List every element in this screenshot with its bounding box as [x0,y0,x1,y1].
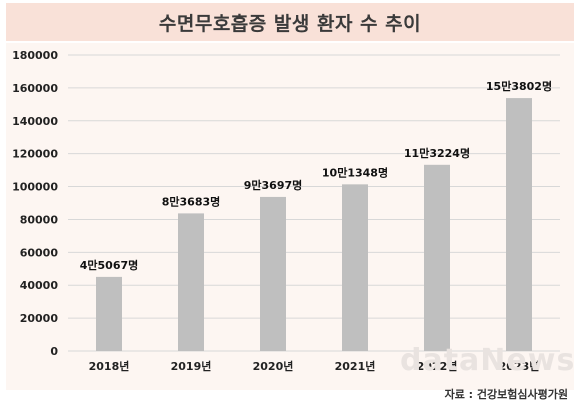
chart-title: 수면무호흡증 발생 환자 수 추이 [158,12,422,35]
grid-lines [68,54,560,352]
x-tick-label: 2018년 [89,359,130,373]
data-labels: 4만5067명 8만3683명 9만3697명 10만1348명 11만3224명 15만… [80,79,552,272]
data-label: 9만3697명 [244,178,303,192]
watermark: dataNews [400,343,576,378]
bar-2021년 [342,184,368,351]
bar-2020년 [260,196,286,351]
y-tick-label: 0 [50,345,58,358]
title-band: 수면무호흡증 발생 환자 수 추이 [6,3,574,41]
y-tick-label: 20000 [20,312,59,325]
y-tick-label: 180000 [12,49,58,62]
data-label: 10만1348명 [322,165,388,179]
y-tick-label: 160000 [12,82,58,95]
data-label: 4만5067명 [80,258,139,272]
data-label: 8만3683명 [162,194,221,208]
y-axis-ticks: 0 20000 40000 60000 80000 100000 120000 140000 1… [12,49,58,358]
x-tick-label: 2019년 [171,359,212,373]
x-tick-label: 2023년 [499,359,540,373]
data-label: 11만3224명 [404,146,470,160]
y-tick-label: 60000 [20,246,59,259]
bars [96,98,532,352]
x-tick-label: 2022년 [417,359,458,373]
data-label: 15만3802명 [486,79,552,93]
y-tick-label: 80000 [20,213,59,226]
source-note: 자료 : 건강보험심사평가원 [444,388,568,401]
y-tick-label: 140000 [12,115,58,128]
y-tick-label: 100000 [12,181,58,194]
bar-2019년 [178,213,204,351]
y-tick-label: 120000 [12,148,58,161]
bar-2022년 [424,164,450,351]
bar-2018년 [96,276,122,351]
x-axis-ticks: 2018년 2019년 2020년 2021년 2022년 2023년 [89,359,540,373]
x-tick-label: 2021년 [335,359,376,373]
bar-2023년 [506,98,532,352]
y-tick-label: 40000 [20,279,59,292]
x-tick-label: 2020년 [253,359,294,373]
